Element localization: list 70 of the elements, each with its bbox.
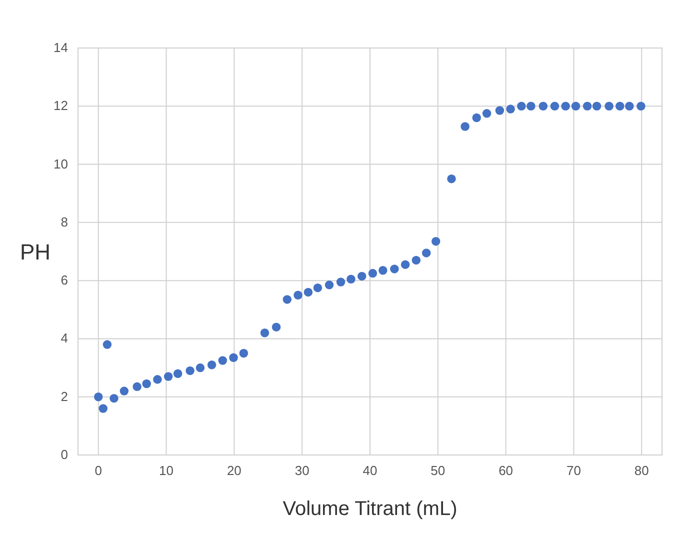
point [164, 372, 173, 381]
y-tick-label: 12 [54, 98, 68, 114]
x-tick-label: 70 [566, 463, 581, 478]
point [186, 366, 194, 376]
point [357, 272, 366, 281]
x-tick-label: 60 [498, 463, 514, 478]
point [229, 353, 238, 362]
y-tick-label: 10 [54, 156, 68, 172]
point [368, 268, 378, 278]
x-tick-label: 40 [362, 463, 378, 478]
point [239, 348, 248, 358]
point [336, 278, 346, 286]
point [378, 266, 388, 275]
point [582, 102, 592, 111]
x-tick-label: 20 [226, 463, 242, 478]
point [472, 113, 481, 122]
point [102, 340, 112, 349]
point [110, 394, 118, 403]
point [173, 369, 182, 378]
point [207, 360, 216, 370]
point [604, 102, 614, 111]
y-tick-label: 14 [54, 40, 68, 55]
point [616, 102, 624, 111]
point [506, 104, 515, 114]
point [142, 379, 151, 388]
point [94, 392, 103, 402]
point [625, 102, 634, 111]
point [526, 102, 536, 111]
point [460, 122, 470, 131]
point [304, 288, 313, 297]
point [550, 102, 560, 111]
point [495, 106, 504, 115]
point [571, 102, 580, 111]
y-tick-label: 8 [60, 214, 68, 230]
point [260, 328, 270, 338]
point [282, 295, 292, 304]
point [447, 174, 456, 184]
point [592, 102, 602, 111]
point [98, 404, 108, 413]
point [561, 102, 570, 111]
x-tick-label: 10 [159, 463, 174, 478]
x-tick-label: 80 [634, 463, 649, 478]
point [132, 382, 142, 392]
point [294, 290, 302, 300]
y-tick-label: 6 [60, 272, 68, 288]
x-tick-label: 30 [294, 463, 310, 478]
point [272, 322, 281, 332]
y-tick-label: 2 [60, 388, 68, 404]
point [324, 280, 334, 290]
point [482, 109, 492, 118]
y-tick-label: 4 [60, 330, 68, 346]
point [517, 102, 526, 111]
point [120, 386, 129, 396]
point [196, 363, 205, 372]
point [538, 102, 548, 111]
x-tick-label: 0 [94, 463, 102, 478]
y-tick-label: 0 [60, 447, 68, 462]
x-axis-title: Volume Titrant (mL) [282, 498, 458, 520]
x-tick-label: 50 [430, 463, 446, 478]
point [313, 283, 322, 292]
point [400, 260, 410, 269]
point [422, 248, 431, 258]
point [153, 375, 162, 384]
point [346, 274, 356, 284]
point [432, 236, 440, 246]
y-axis-title: PH [20, 240, 51, 264]
point [390, 264, 399, 274]
point [218, 356, 228, 365]
point [636, 102, 646, 111]
point [412, 256, 421, 265]
